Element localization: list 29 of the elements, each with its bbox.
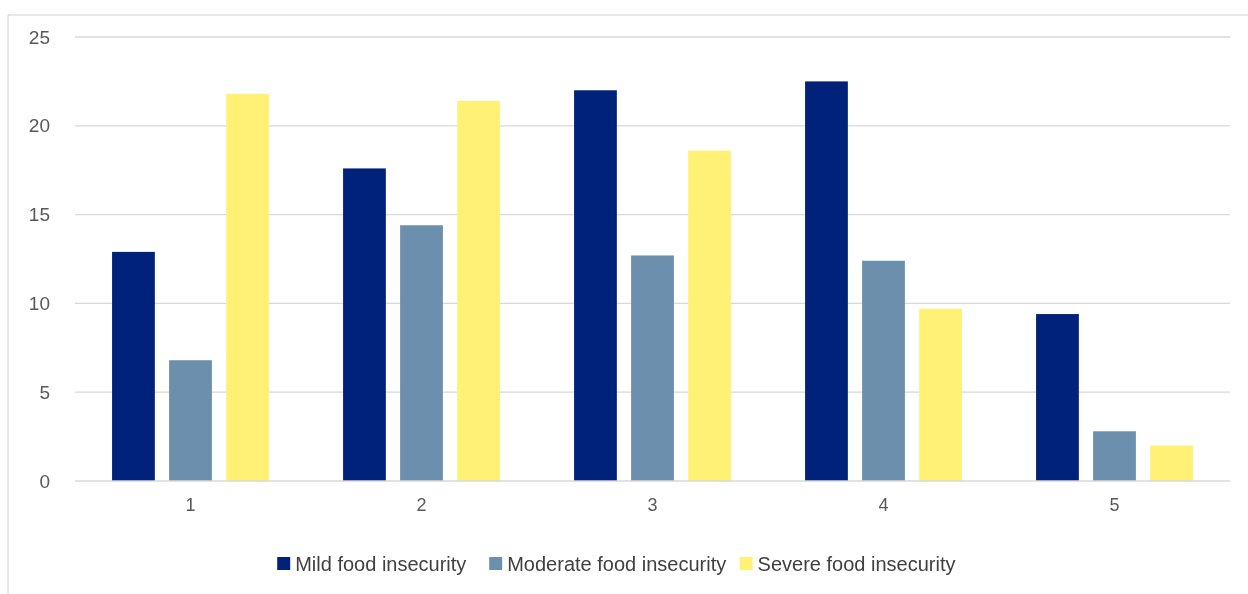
y-tick-label: 15 [28, 204, 50, 226]
bar [1093, 431, 1136, 481]
bar [457, 100, 500, 481]
bar [112, 251, 155, 481]
y-tick-label: 10 [28, 293, 50, 315]
bar [688, 150, 731, 481]
bar [1150, 445, 1193, 481]
x-tick-label: 2 [416, 495, 427, 515]
bar [343, 168, 386, 481]
bar [919, 308, 962, 481]
x-tick-label: 3 [647, 495, 658, 515]
legend-label: Severe food insecurity [757, 553, 956, 575]
bar [574, 90, 617, 481]
bar [226, 93, 269, 481]
bar [400, 225, 443, 481]
y-tick-label: 0 [39, 470, 50, 492]
y-tick-label: 20 [28, 115, 50, 137]
bar [631, 255, 674, 481]
bar [862, 260, 905, 481]
legend-label: Mild food insecurity [295, 553, 467, 575]
x-tick-label: 5 [1109, 495, 1120, 515]
bar [805, 81, 848, 481]
y-tick-label: 5 [39, 381, 50, 403]
x-tick-label: 4 [878, 495, 889, 515]
x-tick-label: 1 [185, 495, 196, 515]
bar [1036, 314, 1079, 481]
bar [169, 360, 212, 481]
legend-label: Moderate food insecurity [507, 553, 727, 575]
y-tick-label: 25 [28, 26, 50, 48]
